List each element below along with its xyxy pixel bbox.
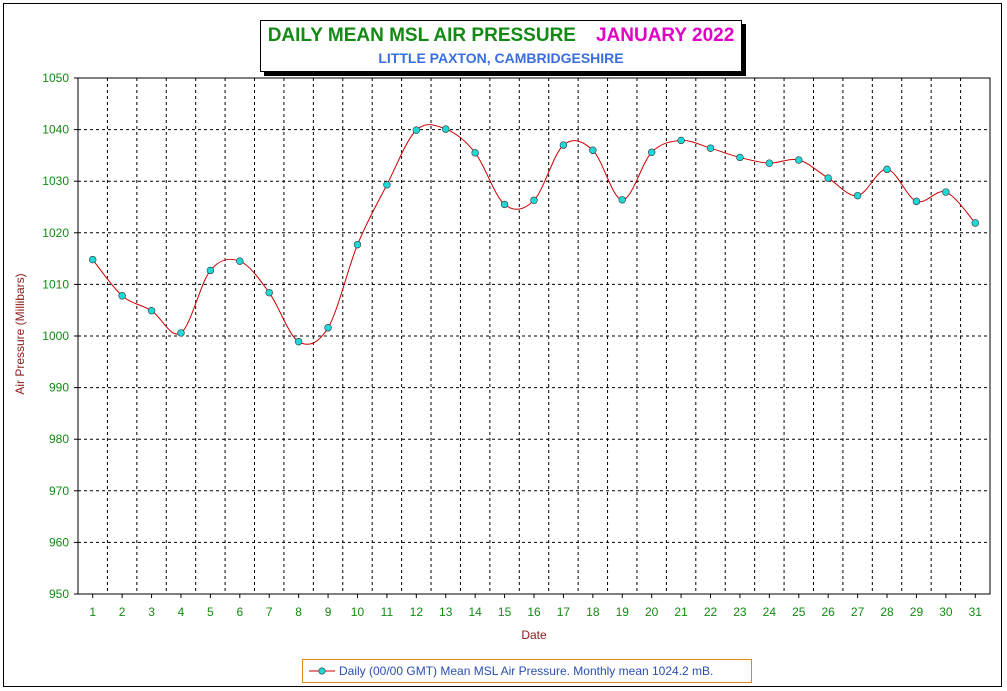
data-point (530, 196, 538, 204)
x-tick-label: 27 (851, 605, 865, 619)
data-point (471, 149, 479, 157)
data-point (912, 197, 921, 206)
data-point (618, 196, 626, 204)
chart-frame (3, 3, 1002, 687)
y-tick-label: 950 (49, 587, 69, 601)
y-tick-label: 1020 (42, 226, 69, 240)
data-point (89, 255, 97, 264)
x-tick-label: 8 (295, 605, 302, 619)
x-tick-label: 29 (910, 605, 924, 619)
data-point (706, 144, 715, 152)
y-axis-ticks: 950 960 970 980 990 1000 1010 1020 1030 1040 1050 (42, 71, 78, 601)
x-tick-label: 30 (939, 605, 953, 619)
x-tick-label: 26 (822, 605, 836, 619)
x-tick-label: 21 (674, 605, 688, 619)
x-tick-label: 17 (557, 605, 571, 619)
data-point (383, 181, 391, 189)
y-tick-label: 960 (49, 535, 69, 549)
data-point (442, 125, 450, 133)
data-point (236, 257, 244, 265)
x-tick-label: 23 (733, 605, 747, 619)
data-point (324, 324, 332, 332)
y-tick-label: 1000 (42, 329, 69, 343)
x-tick-label: 13 (439, 605, 453, 619)
x-tick-label: 12 (410, 605, 424, 619)
data-point (265, 288, 273, 297)
x-tick-label: 31 (969, 605, 983, 619)
data-point (294, 337, 303, 346)
chart-title-box: DAILY MEAN MSL AIR PRESSURE JANUARY 2022 … (260, 20, 742, 72)
chart-subtitle: LITTLE PAXTON, CAMBRIDGESHIRE (378, 50, 624, 66)
y-tick-label: 980 (49, 432, 69, 446)
data-point (736, 153, 744, 162)
legend-swatch (309, 667, 335, 675)
data-point (824, 174, 832, 182)
data-point (412, 126, 421, 134)
x-tick-label: 19 (616, 605, 630, 619)
x-axis-label: Date (521, 628, 547, 642)
y-tick-label: 1050 (42, 71, 69, 85)
x-tick-label: 24 (763, 605, 777, 619)
x-tick-label: 4 (178, 605, 185, 619)
data-point (500, 200, 509, 209)
x-tick-label: 15 (498, 605, 512, 619)
x-tick-label: 22 (704, 605, 718, 619)
data-points (89, 125, 979, 346)
x-tick-label: 3 (148, 605, 155, 619)
x-tick-label: 20 (645, 605, 659, 619)
chart-title: DAILY MEAN MSL AIR PRESSURE JANUARY 2022 (261, 25, 741, 47)
data-point (147, 307, 156, 315)
x-tick-label: 14 (468, 605, 482, 619)
data-point (971, 219, 979, 227)
chart-title-month: JANUARY 2022 (595, 25, 735, 46)
data-point (647, 148, 656, 157)
x-tick-label: 18 (586, 605, 600, 619)
data-point (353, 240, 362, 249)
x-tick-label: 6 (236, 605, 243, 619)
x-tick-label: 16 (527, 605, 541, 619)
x-tick-label: 28 (880, 605, 894, 619)
legend-label: Daily (00/00 GMT) Mean MSL Air Pressure.… (339, 664, 714, 678)
x-tick-label: 25 (792, 605, 806, 619)
data-point (559, 141, 568, 149)
y-axis-label: Air Pressure (Millibars) (13, 273, 27, 394)
data-point (677, 136, 685, 145)
x-tick-label: 2 (119, 605, 126, 619)
chart-title-main: DAILY MEAN MSL AIR PRESSURE (267, 25, 576, 46)
gridlines (78, 78, 990, 594)
data-point (942, 188, 950, 196)
x-tick-label: 1 (89, 605, 96, 619)
y-tick-label: 1010 (42, 277, 69, 291)
data-point (883, 165, 891, 174)
x-tick-label: 11 (381, 605, 394, 619)
legend: Daily (00/00 GMT) Mean MSL Air Pressure.… (302, 659, 752, 683)
y-tick-label: 1040 (42, 123, 69, 137)
data-point (118, 292, 126, 300)
data-point (853, 191, 862, 200)
x-tick-label: 10 (351, 605, 365, 619)
data-point (589, 146, 597, 154)
data-point (177, 329, 185, 337)
x-tick-label: 7 (266, 605, 273, 619)
x-tick-label: 5 (207, 605, 214, 619)
y-tick-label: 990 (49, 381, 69, 395)
x-axis-ticks: 1 2 3 4 5 6 7 8 9 10 11 12 13 14 15 16 17 18 19 20 21 22 23 24 2… (89, 594, 982, 619)
data-point (206, 266, 215, 275)
data-point (795, 156, 803, 164)
data-point (765, 159, 774, 167)
y-tick-label: 1030 (42, 174, 69, 188)
x-tick-label: 9 (325, 605, 332, 619)
y-tick-label: 970 (49, 484, 69, 498)
